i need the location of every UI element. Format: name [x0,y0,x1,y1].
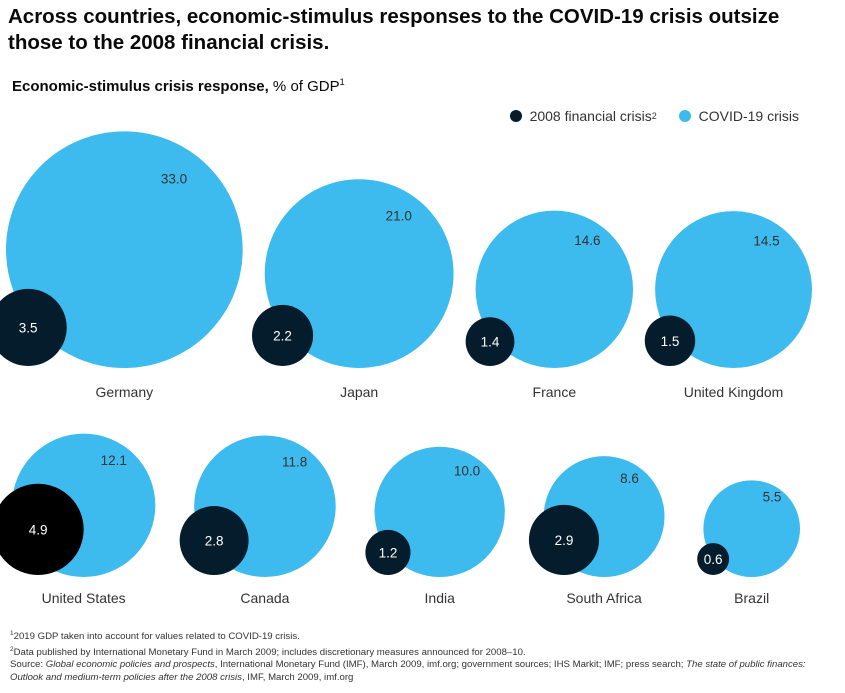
crisis2008-value-label: 0.6 [704,552,723,567]
crisis2008-value-label: 2.9 [555,533,574,548]
crisis2008-bubble-south-africa [528,504,600,575]
crisis2008-value-label: 3.5 [19,320,38,335]
country-label: United States [42,590,126,606]
country-label: France [533,384,577,400]
bubble-group-india: 10.0 1.2 India [365,446,505,606]
source-end: , IMF, March 2009, imf.org [241,671,354,683]
covid-bubble-united-kingdom [655,211,812,368]
covid-value-label: 14.6 [574,233,600,248]
bubble-group-canada: 11.8 2.8 Canada [179,435,336,606]
legend-item-covid: COVID-19 crisis [678,106,799,126]
covid-bubble-germany [6,131,243,368]
legend-label-2008: 2008 financial crisis [529,108,652,124]
footnotes: 12019 GDP taken into account for values … [10,628,835,684]
crisis2008-value-label: 2.8 [205,534,224,549]
crisis2008-value-label: 1.5 [661,334,680,349]
crisis2008-value-label: 2.2 [273,328,292,343]
footnote-1: 12019 GDP taken into account for values … [10,628,835,644]
crisis2008-bubble-japan [251,304,314,366]
covid-value-label: 10.0 [454,463,480,478]
legend-swatch-covid [678,110,691,122]
subtitle-unit: % of GDP [268,78,340,95]
country-label: Brazil [734,590,769,606]
subtitle-bold: Economic-stimulus crisis response, [12,78,269,95]
crisis2008-bubble-united-kingdom [644,315,696,366]
bubble-group-united-kingdom: 14.5 1.5 United Kingdom [644,211,812,400]
source-details: , International Monetary Fund (IMF), Mar… [214,659,687,671]
bubble-group-germany: 33.0 3.5 Germany [0,131,243,400]
chart-legend: 2008 financial crisis 2 COVID-19 crisis [492,106,799,127]
bubble-group-japan: 21.0 2.2 Japan [251,179,454,400]
covid-value-label: 14.5 [753,234,779,249]
footnote-2: 2Data published by International Monetar… [10,644,835,660]
bubble-group-brazil: 5.5 0.6 Brazil [697,480,800,606]
crisis2008-bubble-france [465,317,515,367]
covid-value-label: 11.8 [282,455,307,470]
country-label: Canada [240,590,289,606]
covid-value-label: 8.6 [620,471,639,486]
chart-subtitle: Economic-stimulus crisis response, % of … [12,72,345,97]
crisis2008-value-label: 1.4 [481,335,500,350]
chart-title: Across countries, economic-stimulus resp… [8,5,780,54]
covid-value-label: 21.0 [386,209,412,224]
legend-footnote-marker: 2 [651,111,657,121]
country-label: India [425,590,456,606]
covid-value-label: 33.0 [161,171,187,186]
bubble-group-united-states: 12.1 4.9 United States [0,433,156,606]
bubble-group-france: 14.6 1.4 France [465,210,634,400]
crisis2008-bubble-germany [0,288,67,366]
footnote-1-text: 2019 GDP taken into account for values r… [13,631,300,643]
covid-bubble-france [475,210,634,368]
footnote-1-marker: 1 [10,630,14,637]
bubble-chart: 33.03.5Germany21.02.2Japan14.61.4France1… [0,131,812,606]
country-label: United Kingdom [684,384,784,400]
country-label: Germany [96,384,154,400]
source-title-1: Global economic policies and prospects [45,659,215,671]
legend-item-2008: 2008 financial crisis 2 [509,106,657,126]
source-note: Source: Global economic policies and pro… [10,659,835,684]
source-title-2: The state of public finances: Outlook an… [10,659,806,683]
crisis2008-value-label: 1.2 [379,545,398,560]
covid-value-label: 12.1 [101,453,127,468]
crisis2008-bubble-canada [179,506,249,575]
legend-swatch-2008 [509,110,522,122]
footnote-2-marker: 2 [10,645,14,653]
crisis2008-bubble-india [365,529,411,575]
footnote-2-text: Data published by International Monetary… [13,646,526,658]
crisis2008-bubble-united-states [0,483,84,575]
country-label: South Africa [566,590,642,606]
covid-value-label: 5.5 [763,490,782,505]
crisis2008-bubble-brazil [697,543,730,576]
country-label: Japan [340,384,378,400]
covid-bubble-japan [264,179,454,368]
legend-label-covid: COVID-19 crisis [698,108,799,124]
crisis2008-value-label: 4.9 [29,522,48,537]
subtitle-footnote-marker: 1 [339,77,345,87]
bubble-group-south-africa: 8.6 2.9 South Africa [528,456,665,606]
source-prefix: Source: [10,659,46,671]
